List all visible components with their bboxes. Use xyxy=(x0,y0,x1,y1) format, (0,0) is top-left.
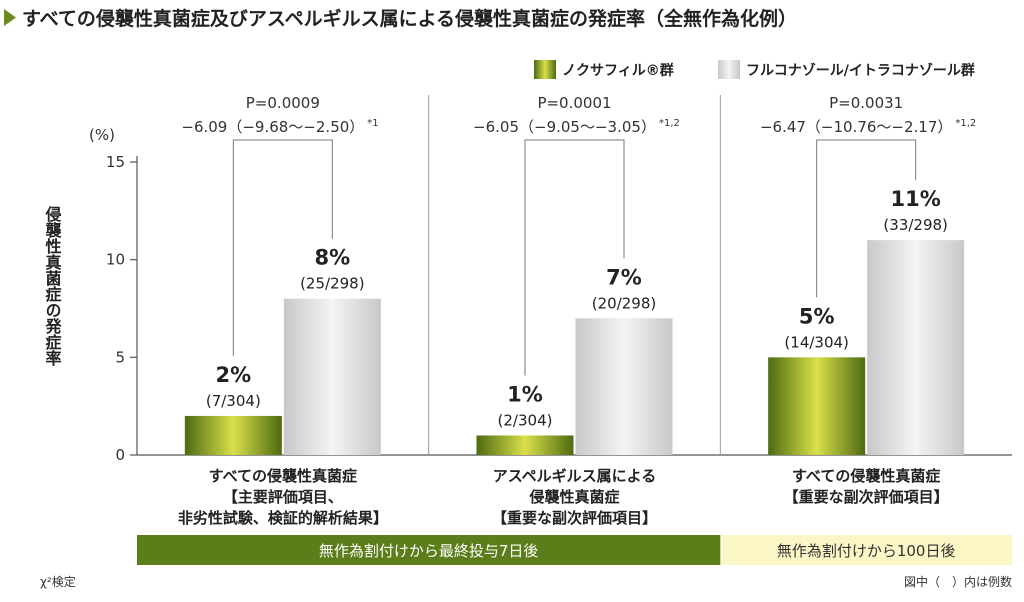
y-tick-label-15: 15 xyxy=(106,153,125,171)
y-axis-label: 侵襲性真菌症の発症率 xyxy=(43,205,63,367)
category-label-3-1: すべての侵襲性真菌症 xyxy=(792,467,940,485)
bar-percent-fluconazole-3: 11% xyxy=(891,187,941,211)
note-3: *1,2 xyxy=(955,118,976,129)
bar-fluconazole-2 xyxy=(575,318,673,455)
category-label-1-1: すべての侵襲性真菌症 xyxy=(209,467,357,485)
difference-3: −6.47（−10.76〜−2.17） xyxy=(760,118,952,136)
comparison-bracket-3 xyxy=(816,139,917,298)
bar-count-fluconazole-2: (20/298) xyxy=(592,294,656,312)
legend-swatch-fluconazole xyxy=(718,60,740,79)
legend-swatch-noxafil xyxy=(534,60,556,79)
bars xyxy=(184,240,965,455)
note-1: *1 xyxy=(367,118,378,129)
period-band-2 xyxy=(721,535,1012,565)
period-bands: 無作為割付けから最終投与7日後 無作為割付けから100日後 xyxy=(137,535,1012,565)
period-label-1: 無作為割付けから最終投与7日後 xyxy=(319,542,539,560)
bar-percent-fluconazole-2: 7% xyxy=(606,265,642,289)
chart-title: すべての侵襲性真菌症及びアスペルギルス属による侵襲性真菌症の発症率（全無作為化例… xyxy=(22,7,797,30)
comparison-bracket-1 xyxy=(232,139,333,356)
legend-label-fluconazole: フルコナゾール/イトラコナゾール群 xyxy=(746,62,975,79)
y-tick-label-5: 5 xyxy=(115,348,125,366)
bar-count-noxafil-3: (14/304) xyxy=(784,333,848,351)
comparison-bracket-2 xyxy=(524,139,625,376)
note-2: *1,2 xyxy=(659,118,680,129)
legend-label-noxafil: ノクサフィル®群 xyxy=(562,62,674,79)
bar-percent-fluconazole-1: 8% xyxy=(315,246,351,270)
bar-fluconazole-3 xyxy=(867,240,965,455)
bar-noxafil-2 xyxy=(476,435,574,455)
bar-labels: 2% (7/304) 8% (25/298) 1% (2/304) 7% (20/298) 5%… xyxy=(206,187,948,429)
difference-2: −6.05（−9.05〜−3.05） xyxy=(473,118,656,136)
category-label-2-2: 侵襲性真菌症 xyxy=(528,488,619,506)
category-label-2-1: アスペルギルス属による xyxy=(493,467,657,485)
difference-1: −6.09（−9.68〜−2.50） xyxy=(181,118,364,136)
category-labels: すべての侵襲性真菌症【主要評価項目、非劣性試験、検証的解析結果】アスペルギルス属… xyxy=(178,467,949,527)
bar-count-fluconazole-1: (25/298) xyxy=(300,275,364,293)
period-band-1 xyxy=(137,535,721,565)
category-label-2-3: 【重要な副次評価項目】 xyxy=(492,509,657,527)
y-tick-label-10: 10 xyxy=(106,251,125,269)
bar-percent-noxafil-3: 5% xyxy=(799,304,835,328)
bar-noxafil-3 xyxy=(768,357,866,455)
y-tick-label-0: 0 xyxy=(115,446,125,464)
bar-noxafil-1 xyxy=(184,415,282,455)
p-value-1: P=0.0009 xyxy=(246,94,320,112)
title-marker-icon xyxy=(4,9,16,26)
bar-percent-noxafil-2: 1% xyxy=(507,382,543,406)
stat-annotations: P=0.0009 −6.09（−9.68〜−2.50） *1 P=0.0001 −6.0… xyxy=(181,94,976,376)
bar-fluconazole-1 xyxy=(283,298,381,455)
p-value-2: P=0.0001 xyxy=(537,94,611,112)
bar-count-noxafil-1: (7/304) xyxy=(206,392,261,410)
footnote-right: 図中（ ）内は例数 xyxy=(904,574,1012,589)
period-label-2: 無作為割付けから100日後 xyxy=(777,542,956,560)
group-dividers xyxy=(428,95,721,455)
category-label-1-2: 【主要評価項目、 xyxy=(223,488,343,506)
bar-count-noxafil-2: (2/304) xyxy=(498,411,553,429)
p-value-3: P=0.0031 xyxy=(829,94,903,112)
bar-count-fluconazole-3: (33/298) xyxy=(883,216,947,234)
y-axis: 0 5 10 15 xyxy=(106,153,1012,464)
y-unit: (%) xyxy=(89,126,115,144)
footnote-left: χ²検定 xyxy=(40,574,76,589)
category-label-3-2: 【重要な副次評価項目】 xyxy=(784,488,949,506)
category-label-1-3: 非劣性試験、検証的解析結果】 xyxy=(178,509,388,527)
bar-percent-noxafil-1: 2% xyxy=(216,363,252,387)
